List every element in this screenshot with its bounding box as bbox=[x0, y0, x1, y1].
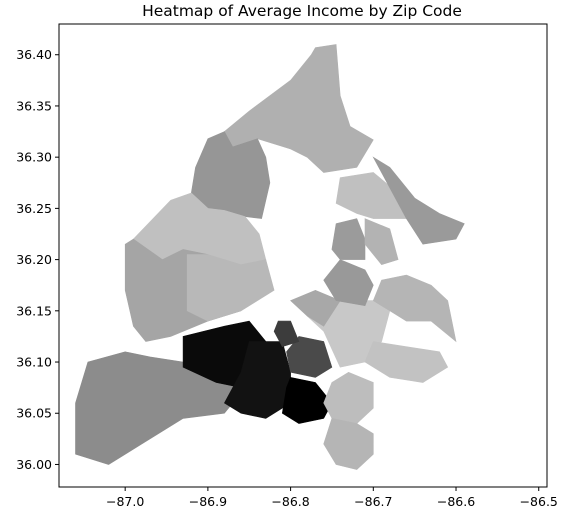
y-axis: 36.00 36.05 36.10 36.15 36.20 36.25 36.30 36.35… bbox=[16, 47, 59, 472]
x-axis: −87.0 −86.9 −86.8 −86.7 −86.6 −86.5 bbox=[106, 487, 558, 509]
x-tick-label: −86.8 bbox=[271, 494, 309, 509]
zip-region-17 bbox=[324, 418, 374, 469]
y-tick-label: 36.35 bbox=[16, 98, 52, 113]
y-tick-label: 36.40 bbox=[16, 47, 52, 62]
zip-region-15 bbox=[373, 275, 456, 342]
y-tick-label: 36.10 bbox=[16, 355, 52, 370]
x-tick-label: −86.5 bbox=[520, 494, 558, 509]
y-tick-label: 36.30 bbox=[16, 150, 52, 165]
zip-region-19 bbox=[332, 219, 365, 260]
y-tick-label: 36.05 bbox=[16, 406, 52, 421]
x-tick-label: −86.7 bbox=[354, 494, 392, 509]
zip-region-16 bbox=[324, 372, 374, 423]
zip-region-14 bbox=[365, 342, 448, 383]
zip-region-5 bbox=[187, 255, 274, 322]
chart-title: Heatmap of Average Income by Zip Code bbox=[142, 2, 462, 20]
x-tick-label: −86.9 bbox=[189, 494, 227, 509]
zip-regions bbox=[76, 45, 465, 470]
y-tick-label: 36.20 bbox=[16, 252, 52, 267]
y-tick-label: 36.25 bbox=[16, 201, 52, 216]
y-tick-label: 36.15 bbox=[16, 303, 52, 318]
x-tick-label: −86.6 bbox=[437, 494, 475, 509]
x-tick-label: −87.0 bbox=[106, 494, 144, 509]
zip-region-21 bbox=[365, 219, 398, 265]
y-tick-label: 36.00 bbox=[16, 457, 52, 472]
